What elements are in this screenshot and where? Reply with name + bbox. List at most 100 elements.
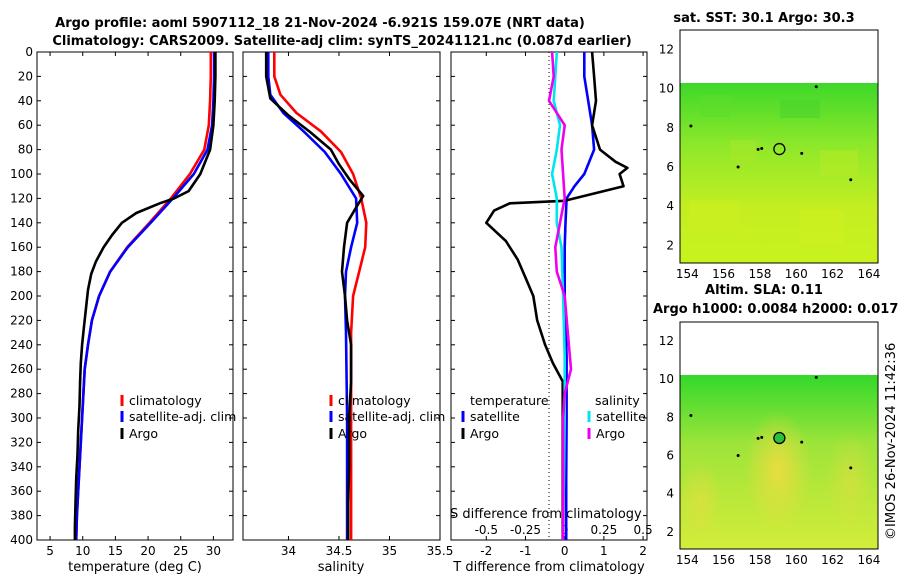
x-tick-label: 15 (108, 544, 123, 558)
x-tick-label: 5 (46, 544, 54, 558)
x-tick-label: 20 (140, 544, 155, 558)
island-dot (849, 178, 853, 182)
series-line-s-satellite (550, 52, 567, 540)
difference-xlabel: T difference from climatology (452, 560, 645, 575)
difference-xlabel-top: S difference from climatology (450, 507, 642, 522)
x-tick-label: 34 (281, 544, 296, 558)
y-tick-label: 80 (18, 143, 33, 157)
map-x-tick-label: 154 (676, 267, 699, 281)
series-line-s-argo (547, 52, 573, 540)
temperature-series-group (73, 52, 217, 540)
y-tick-label: 300 (10, 411, 33, 425)
s-tick-label: -0.25 (510, 523, 541, 537)
series-line-climatology (272, 52, 368, 540)
sla-map-frame (679, 321, 879, 550)
title-line-1: Argo profile: aoml 5907112_18 21-Nov-202… (55, 16, 585, 31)
legend-label-s-satellite: satellite (596, 409, 646, 424)
x-tick-label: 30 (206, 544, 221, 558)
y-tick-label: 140 (10, 216, 33, 230)
sla-map-markers (689, 375, 853, 470)
sst-map-speckle (690, 95, 858, 244)
timestamp: ©IMOS 26-Nov-2024 11:42:36 (884, 343, 899, 540)
island-dot (689, 413, 693, 417)
y-tick-label: 220 (10, 313, 33, 327)
island-dot (736, 454, 740, 458)
series-line-climatology (74, 52, 213, 540)
map-y-tick-label: 4 (666, 487, 674, 501)
legend-label-s-argo: Argo (596, 426, 625, 441)
series-line-argo (73, 52, 217, 540)
island-dot (849, 466, 853, 470)
map-x-tick-label: 158 (748, 267, 771, 281)
island-dot (814, 375, 818, 379)
map-y-tick-label: 8 (666, 410, 674, 424)
y-tick-label: 240 (10, 338, 33, 352)
legend-label-satellite: satellite-adj. clim (338, 409, 445, 424)
map-x-tick-label: 162 (821, 553, 844, 567)
s-tick-label: 0.25 (591, 523, 618, 537)
map-y-tick-label: 6 (666, 160, 674, 174)
sst-map-frame (679, 29, 879, 264)
legend-label-satellite: satellite-adj. clim (129, 409, 236, 424)
legend-heading-temperature: temperature (470, 393, 549, 408)
difference-legend-salinity: salinity satellite Argo (587, 393, 646, 441)
y-tick-label: 400 (10, 533, 33, 547)
map-y-tick-label: 8 (666, 121, 674, 135)
y-tick-label: 340 (10, 460, 33, 474)
map-y-tick-label: 6 (666, 449, 674, 463)
sla-map-empty-area (680, 322, 878, 375)
temperature-plot-frame (36, 51, 234, 541)
y-tick-label: 40 (18, 94, 33, 108)
difference-series-group (484, 52, 629, 540)
sst-map-markers (689, 85, 853, 182)
y-tick-label: 380 (10, 509, 33, 523)
y-tick-label: 20 (18, 69, 33, 83)
y-tick-label: 100 (10, 167, 33, 181)
y-tick-label: 200 (10, 289, 33, 303)
map-x-tick-label: 154 (676, 553, 699, 567)
y-tick-label: 320 (10, 435, 33, 449)
y-tick-label: 180 (10, 265, 33, 279)
map-x-tick-label: 156 (712, 267, 735, 281)
map-x-tick-label: 160 (785, 267, 808, 281)
legend-label-argo: Argo (338, 426, 367, 441)
sst-map-title: sat. SST: 30.1 Argo: 30.3 (673, 11, 854, 26)
y-tick-label: 160 (10, 240, 33, 254)
island-dot (814, 85, 818, 89)
temperature-legend: climatology satellite-adj. clim Argo (120, 393, 236, 441)
map-y-tick-label: 10 (659, 82, 674, 96)
island-dot (756, 147, 760, 151)
map-y-tick-label: 10 (659, 372, 674, 386)
y-tick-label: 280 (10, 387, 33, 401)
map-y-tick-label: 12 (659, 43, 674, 57)
x-tick-label: 1 (600, 544, 608, 558)
island-dot (689, 124, 693, 128)
x-tick-label: -2 (480, 544, 492, 558)
sla-map-title: Altim. SLA: 0.11 (705, 283, 823, 298)
x-tick-label: 10 (75, 544, 90, 558)
y-tick-label: 0 (25, 45, 33, 59)
island-dot (756, 436, 760, 440)
salinity-plot-frame (242, 51, 441, 541)
difference-legend-temperature: temperature satellite Argo (461, 393, 549, 441)
series-line-argo (264, 52, 365, 540)
legend-label-t-argo: Argo (470, 426, 499, 441)
legend-heading-salinity: salinity (595, 393, 640, 408)
series-line-satellite-adj-clim (74, 52, 216, 540)
map-x-tick-label: 160 (785, 553, 808, 567)
map-x-tick-label: 162 (821, 267, 844, 281)
legend-label-climatology: climatology (129, 393, 202, 408)
series-line-t-argo (484, 52, 629, 540)
title-line-2: Climatology: CARS2009. Satellite-adj cli… (52, 34, 631, 49)
map-y-tick-label: 12 (659, 334, 674, 348)
salinity-series-group (264, 52, 368, 540)
s-tick-label: -0.5 (475, 523, 498, 537)
y-tick-label: 360 (10, 484, 33, 498)
legend-label-climatology: climatology (338, 393, 411, 408)
x-tick-label: 2 (639, 544, 647, 558)
island-dot (736, 165, 740, 169)
map-y-tick-label: 4 (666, 199, 674, 213)
argo-float-marker (773, 142, 786, 156)
map-y-tick-label: 2 (666, 238, 674, 252)
